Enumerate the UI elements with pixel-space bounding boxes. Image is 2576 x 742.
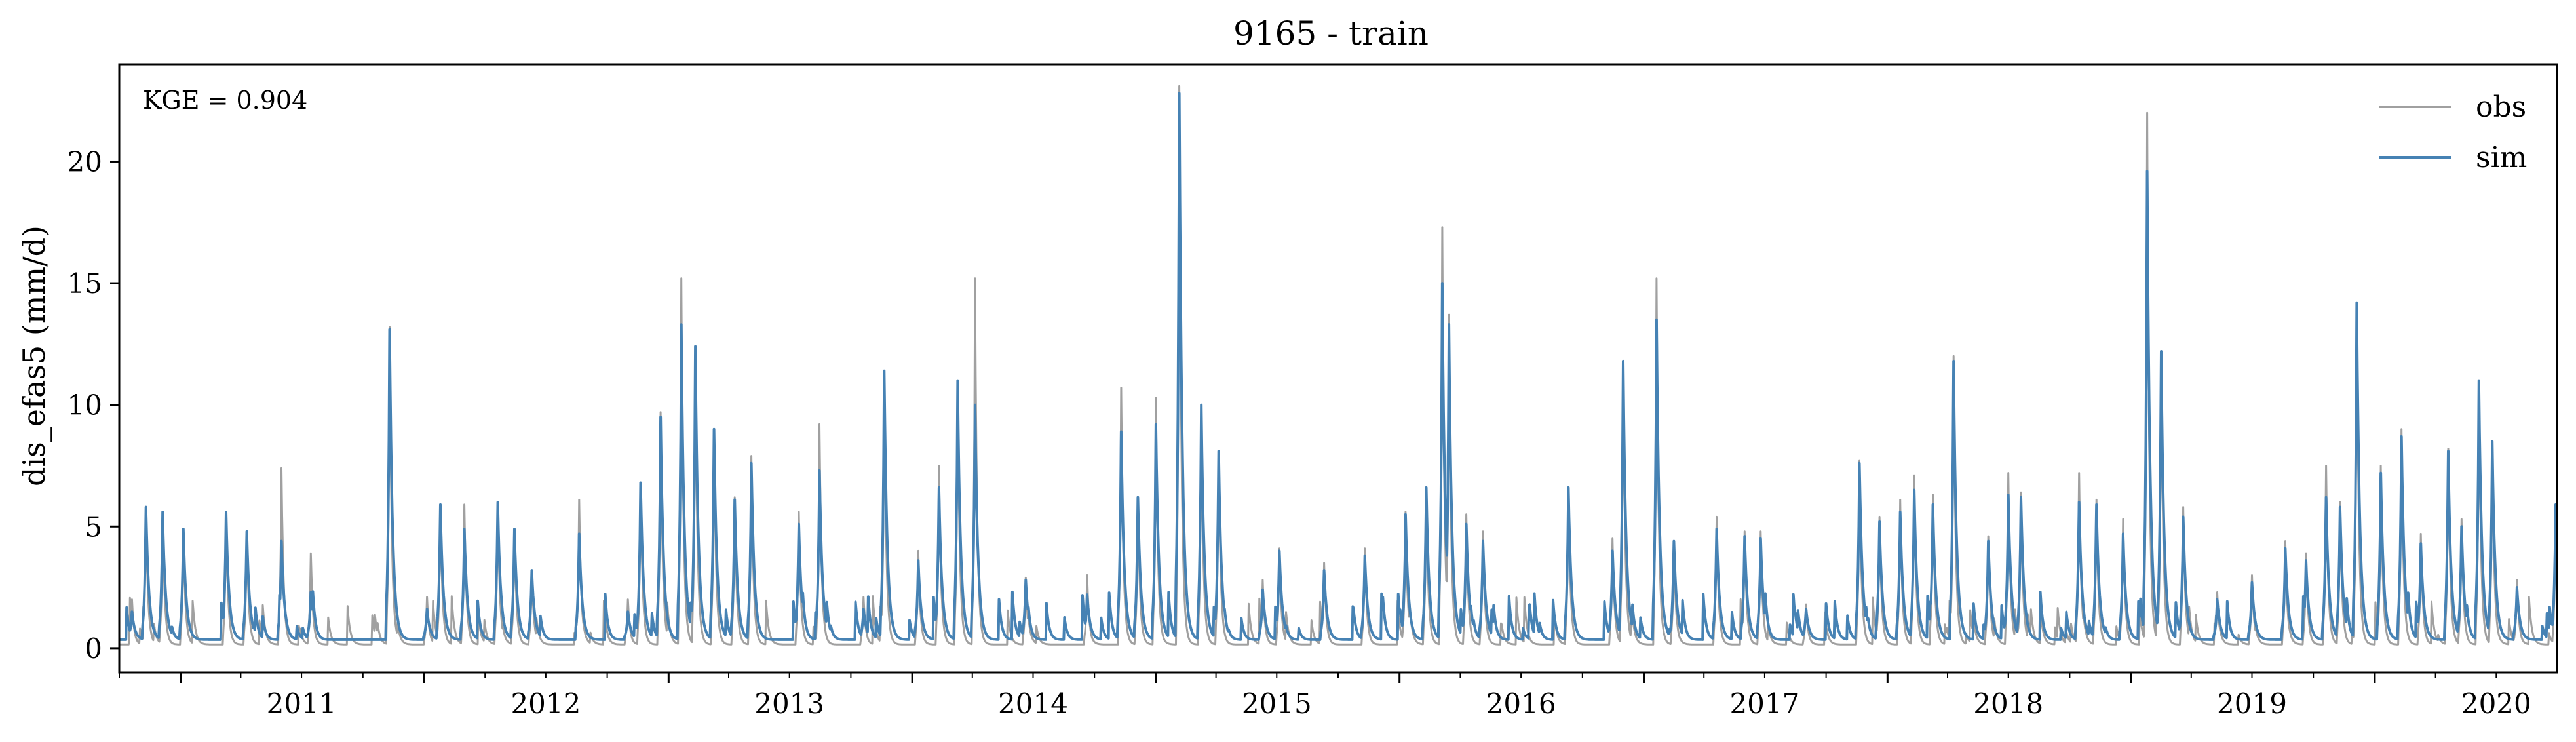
series-line-sim (119, 92, 2558, 641)
y-axis: 0 5 10 15 20 (67, 146, 119, 665)
x-tick-label: 2013 (754, 688, 824, 720)
legend: obs sim (2379, 90, 2527, 174)
x-tick-label: 2014 (998, 688, 1068, 720)
y-tick-label: 10 (67, 389, 102, 421)
legend-obs-label: obs (2476, 90, 2526, 124)
series-layer (119, 85, 2558, 646)
x-tick-label: 2019 (2217, 688, 2287, 720)
x-tick-label: 2015 (1242, 688, 1312, 720)
x-tick-label: 2012 (510, 688, 581, 720)
legend-sim-label: sim (2476, 141, 2527, 174)
x-tick-label: 2017 (1729, 688, 1799, 720)
y-tick-label: 0 (85, 633, 102, 665)
x-tick-label: 2011 (267, 688, 337, 720)
y-tick-label: 5 (85, 511, 102, 543)
x-tick-label: 2018 (1973, 688, 2043, 720)
kge-annotation: KGE = 0.904 (143, 86, 307, 115)
y-tick-label: 20 (67, 146, 102, 178)
y-axis-label: dis_efas5 (mm/d) (16, 225, 52, 486)
x-axis: 2011 2012 2013 2014 2015 2016 2017 2018 2019 2020 (119, 673, 2531, 720)
plot-area (119, 85, 2558, 646)
y-tick-label: 15 (67, 267, 102, 300)
plot-frame (118, 63, 2558, 674)
x-tick-label: 2016 (1486, 688, 1556, 720)
chart-title: 9165 - train (1233, 14, 1429, 52)
x-tick-label: 2020 (2461, 688, 2531, 720)
